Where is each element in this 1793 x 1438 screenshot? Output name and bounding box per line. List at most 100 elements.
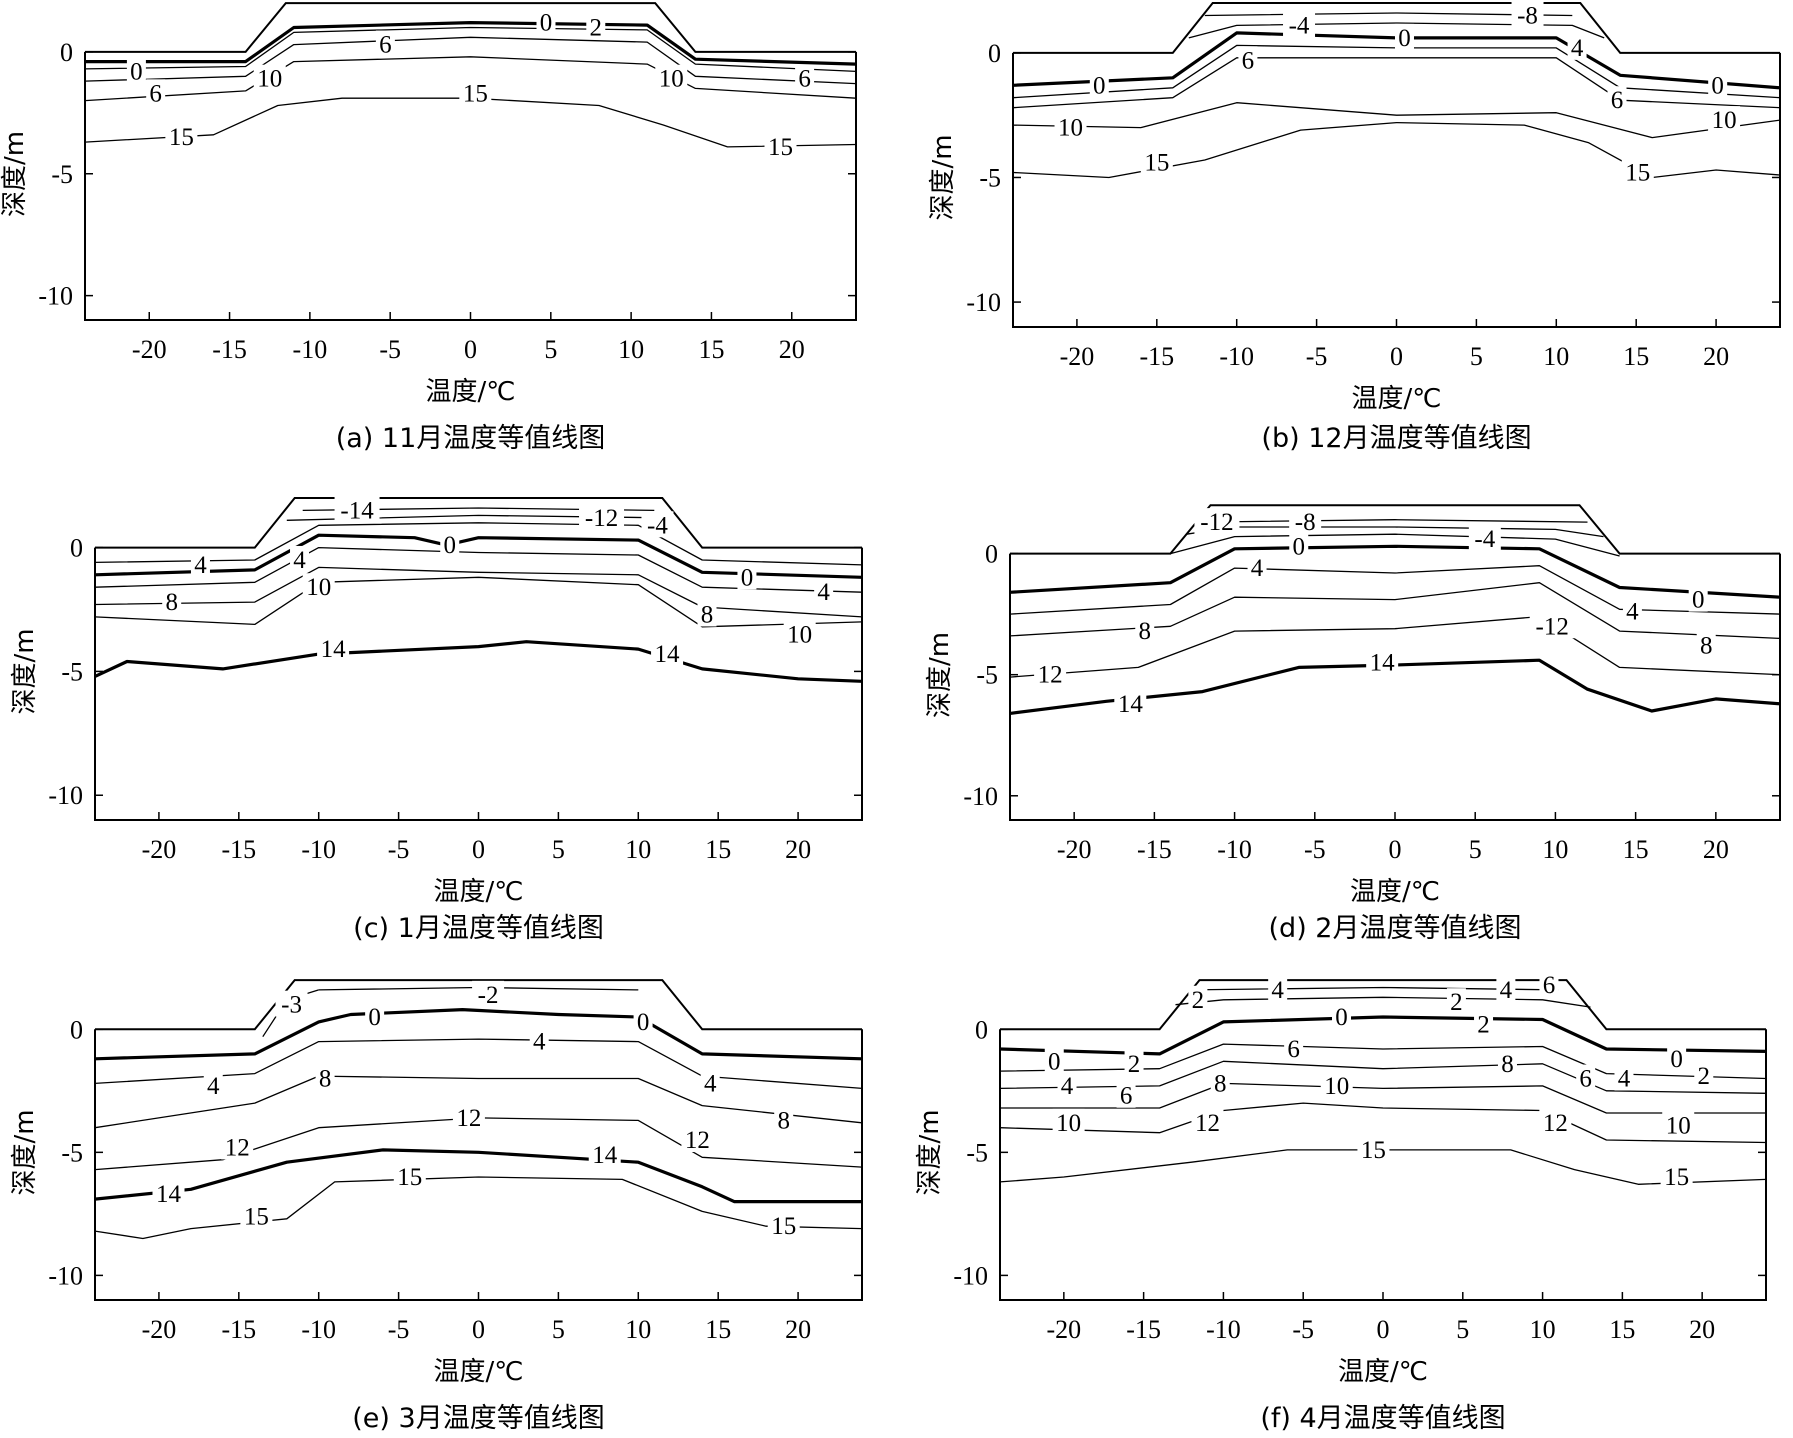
contour-label: 15 <box>244 1203 269 1230</box>
x-tick-label: -10 <box>1217 835 1252 864</box>
panel-caption: (c) 1月温度等值线图 <box>353 913 604 944</box>
x-tick-label: 0 <box>1377 1315 1390 1344</box>
contour-label: 14 <box>1370 650 1396 677</box>
y-tick-label: 0 <box>70 1015 83 1044</box>
contour-line-0 <box>85 21 857 66</box>
contour-label: 8 <box>1700 633 1713 660</box>
contour-label: 0 <box>1670 1046 1683 1073</box>
contour-label: 2 <box>1192 987 1205 1014</box>
contour-label-bg <box>1057 1071 1077 1098</box>
x-tick-label: 10 <box>1530 1315 1556 1344</box>
contour-label-bg <box>1621 158 1654 185</box>
contour-line-2 <box>84 26 857 73</box>
contour-line-15 <box>94 1176 863 1240</box>
contour-line-8 <box>999 1060 1767 1094</box>
contour-label: 8 <box>1214 1070 1227 1097</box>
contour-label-bg <box>190 550 210 577</box>
contour-label: -4 <box>1289 12 1310 39</box>
x-tick-label: -10 <box>1206 1315 1241 1344</box>
x-tick-label: -20 <box>1057 835 1092 864</box>
contour-label-bg <box>275 990 308 1017</box>
contour-line-8 <box>1009 582 1781 640</box>
contour-label-bg <box>1511 1 1544 28</box>
contour-label-bg <box>459 79 492 106</box>
x-axis-title: 温度/℃ <box>1338 1357 1428 1387</box>
contour-label: -4 <box>647 512 668 539</box>
contour-line-0 <box>1009 544 1781 599</box>
contour-label-bg <box>146 79 166 106</box>
contour-label-bg <box>1708 71 1728 98</box>
x-tick-label: -5 <box>379 335 401 364</box>
y-axis-title: 深度/m <box>925 632 955 718</box>
x-tick-label: -10 <box>1219 342 1254 371</box>
contour-label: 15 <box>463 80 488 107</box>
x-tick-label: -10 <box>301 835 336 864</box>
contour-label-bg <box>126 57 146 84</box>
contour-line-2 <box>1175 996 1591 1008</box>
contour-label: 15 <box>768 134 793 161</box>
embankment-outline <box>1013 2 1780 54</box>
y-tick-label: -10 <box>953 1261 988 1290</box>
x-tick-label: -5 <box>1306 342 1328 371</box>
y-tick-label: -10 <box>48 1261 83 1290</box>
contour-label: 10 <box>1666 1112 1691 1139</box>
contour-line-0 <box>94 1007 863 1061</box>
contour-label-bg <box>1191 1108 1224 1135</box>
contour-label: 4 <box>1626 599 1639 626</box>
contour-label: 10 <box>1056 1110 1081 1137</box>
contour-label: 6 <box>1242 47 1255 74</box>
contour-label: 0 <box>1293 533 1306 560</box>
x-tick-label: 10 <box>1543 342 1569 371</box>
contour-line-6 <box>84 36 857 85</box>
contour-label: 14 <box>1118 691 1144 718</box>
x-tick-label: 15 <box>1623 342 1649 371</box>
x-tick-label: 15 <box>1623 835 1649 864</box>
contour-label-bg <box>1124 1049 1144 1076</box>
x-axis-title: 温度/℃ <box>434 877 524 907</box>
contour-label-bg <box>152 1180 185 1207</box>
y-tick-label: -10 <box>38 282 73 311</box>
contour-label-bg <box>1694 1062 1714 1089</box>
x-tick-label: 0 <box>1390 342 1403 371</box>
contour-label-bg <box>1622 597 1642 624</box>
contour-label: 10 <box>257 66 282 93</box>
contour-label: 8 <box>701 601 714 628</box>
contour-label-bg <box>1567 33 1587 60</box>
x-tick-label: 0 <box>1389 835 1402 864</box>
contour-label: 0 <box>368 1004 381 1031</box>
contour-label: 8 <box>1139 618 1152 645</box>
contour-label: 10 <box>787 621 812 648</box>
contour-label: -12 <box>1536 613 1569 640</box>
y-axis-title: 深度/m <box>0 131 30 217</box>
contour-label-bg <box>1194 508 1240 535</box>
contour-label: 6 <box>379 32 392 59</box>
contour-label-bg <box>1357 1135 1390 1162</box>
contour-label-bg <box>1529 612 1575 639</box>
contour-label: 0 <box>540 10 553 37</box>
contour-label-bg <box>1708 106 1741 133</box>
contour-label-bg <box>681 1126 714 1153</box>
contour-label-bg <box>1238 46 1258 73</box>
contour-label: 0 <box>1398 25 1411 52</box>
axes-frame <box>94 1029 863 1301</box>
contour-label-bg <box>1394 23 1414 50</box>
panel-caption: (b) 12月温度等值线图 <box>1261 423 1531 454</box>
contour-label-bg <box>1660 1162 1693 1189</box>
panel-caption: (a) 11月温度等值线图 <box>336 423 606 454</box>
contour-label: 2 <box>1128 1051 1141 1078</box>
contour-label-bg <box>1576 1064 1596 1091</box>
contour-label: 14 <box>592 1142 618 1169</box>
contour-label: 2 <box>1698 1063 1711 1090</box>
x-tick-label: 5 <box>1470 342 1483 371</box>
x-tick-label: 5 <box>552 1315 565 1344</box>
contour-line-12 <box>1009 615 1781 678</box>
x-tick-label: 20 <box>785 835 811 864</box>
x-tick-label: 0 <box>472 1315 485 1344</box>
